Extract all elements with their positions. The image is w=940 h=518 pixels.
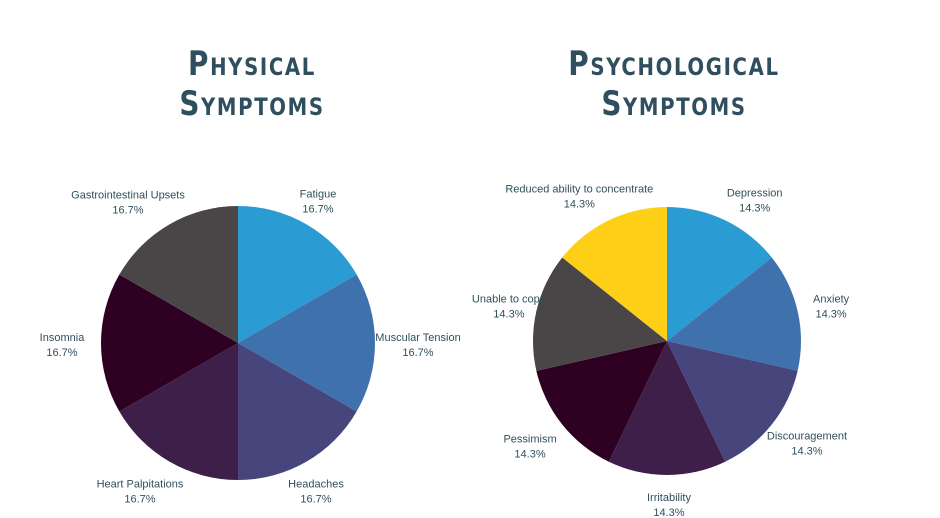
pie-slice-fatigue xyxy=(238,206,357,343)
pie-slice-headaches xyxy=(238,343,357,480)
slice-label-depression: Depression xyxy=(727,187,783,199)
slice-percent-irritability: 14.3% xyxy=(653,507,684,518)
pie-slice-pessimism xyxy=(536,341,667,462)
slice-label-insomnia: Insomnia xyxy=(40,332,86,344)
slice-label-fatigue: Fatigue xyxy=(300,188,337,200)
pie-slice-irritability xyxy=(608,341,726,476)
pie-slice-anxiety xyxy=(667,257,801,371)
slice-percent-discouragement: 14.3% xyxy=(791,445,822,457)
slice-percent-unable-to-cope: 14.3% xyxy=(493,308,524,320)
title-line: Psychological xyxy=(568,44,780,84)
slice-label-heart-palpitations: Heart Palpitations xyxy=(97,479,184,491)
slice-label-irritability: Irritability xyxy=(647,492,692,504)
slice-label-gastrointestinal-upsets: Gastrointestinal Upsets xyxy=(71,189,185,201)
slice-percent-pessimism: 14.3% xyxy=(514,448,545,460)
slice-percent-anxiety: 14.3% xyxy=(815,308,846,320)
slice-label-unable-to-cope: Unable to cope xyxy=(472,293,546,305)
psychological-symptoms-title: Psychological Symptoms xyxy=(543,44,805,124)
title-line: Symptoms xyxy=(179,84,325,124)
slice-label-headaches: Headaches xyxy=(288,479,344,491)
pie-slice-unable-to-cope xyxy=(533,257,667,371)
slice-percent-muscular-tension: 16.7% xyxy=(402,347,433,359)
physical-symptoms-title: Physical Symptoms xyxy=(121,44,383,124)
slice-label-pessimism: Pessimism xyxy=(503,433,556,445)
slice-percent-fatigue: 16.7% xyxy=(302,203,333,215)
pie-slice-discouragement xyxy=(667,341,798,462)
slice-label-reduced-ability-to-concentrate: Reduced ability to concentrate xyxy=(505,183,653,195)
slice-percent-depression: 14.3% xyxy=(739,202,770,214)
pie-slice-muscular-tension xyxy=(238,274,375,412)
slice-percent-heart-palpitations: 16.7% xyxy=(124,494,155,506)
pie-slice-heart-palpitations xyxy=(119,343,238,480)
slice-label-anxiety: Anxiety xyxy=(813,293,850,305)
slice-percent-reduced-ability-to-concentrate: 14.3% xyxy=(564,198,595,210)
slice-percent-headaches: 16.7% xyxy=(300,494,331,506)
title-line: Physical xyxy=(188,44,316,84)
pie-slice-insomnia xyxy=(101,274,238,412)
pie-slice-reduced-ability-to-concentrate xyxy=(562,207,667,341)
slice-percent-gastrointestinal-upsets: 16.7% xyxy=(112,204,143,216)
pie-slice-gastrointestinal-upsets xyxy=(119,206,238,343)
slice-label-discouragement: Discouragement xyxy=(767,430,847,442)
title-line: Symptoms xyxy=(601,84,747,124)
pie-slice-depression xyxy=(667,207,772,341)
slice-label-muscular-tension: Muscular Tension xyxy=(375,332,460,344)
slice-percent-insomnia: 16.7% xyxy=(46,347,77,359)
